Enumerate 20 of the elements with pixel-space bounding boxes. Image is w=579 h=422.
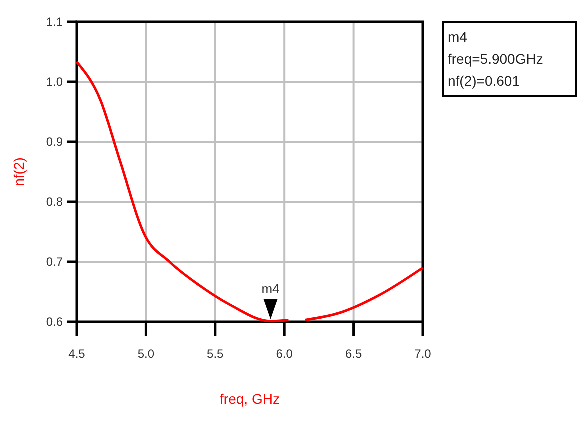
y-tick-label: 1.0 — [46, 75, 64, 89]
line-series — [304, 266, 424, 322]
annotation: m4 — [262, 281, 280, 296]
y-tick-label: 0.7 — [46, 255, 64, 269]
x-axis-title: freq, GHz — [220, 391, 280, 407]
x-tick-label: 6.5 — [345, 347, 362, 361]
x-tick-label: 5.0 — [138, 347, 155, 361]
y-tick-label: 1.1 — [46, 15, 64, 29]
text: m4 — [448, 29, 468, 45]
text: freq=5.900GHz — [448, 51, 544, 67]
x-tick-label: 5.5 — [207, 347, 224, 361]
y-axis-title: nf(2) — [11, 158, 27, 186]
y-tick-label: 0.8 — [46, 195, 64, 209]
x-tick-label: 7.0 — [414, 347, 432, 361]
y-tick-label: 0.9 — [46, 135, 64, 149]
text: nf(2)=0.601 — [448, 73, 520, 89]
line-series — [76, 60, 290, 323]
x-tick-label: 4.5 — [68, 347, 86, 361]
x-tick-label: 6.0 — [276, 347, 294, 361]
y-tick-label: 0.6 — [46, 315, 64, 329]
